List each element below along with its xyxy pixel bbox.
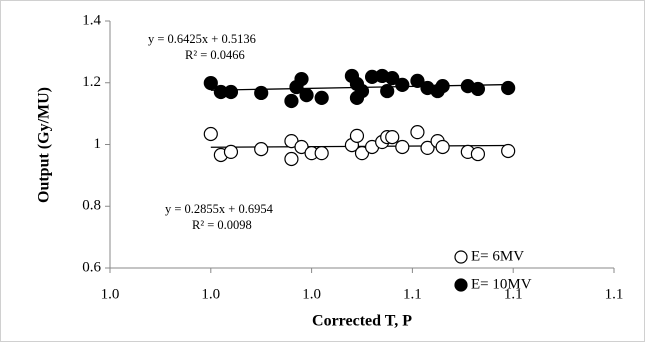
x-tick-label: 1.1 [504, 286, 523, 302]
trend-r2: R² = 0.0466 [185, 48, 245, 62]
x-tick-label: 1.0 [201, 286, 220, 302]
x-tick-label: 1.1 [403, 286, 422, 302]
legend-label: E= 6MV [471, 248, 524, 264]
y-tick-label: 0.8 [82, 198, 101, 214]
point [284, 93, 299, 109]
point [284, 151, 299, 167]
point [435, 139, 450, 155]
point [294, 139, 309, 155]
point [410, 73, 425, 88]
point [314, 90, 329, 105]
point [395, 77, 410, 93]
legend-marker [454, 250, 468, 264]
trend-equation: y = 0.2855x + 0.6954 [165, 202, 274, 216]
trend-equation: y = 0.6425x + 0.5136 [148, 32, 256, 46]
point [420, 140, 435, 155]
point [203, 75, 218, 91]
point [203, 126, 218, 142]
trend-r2: R² = 0.0098 [192, 218, 252, 232]
point [314, 146, 329, 161]
point [501, 80, 516, 96]
point [223, 84, 239, 100]
point [349, 128, 365, 143]
point [501, 143, 516, 159]
point [254, 142, 269, 157]
point [435, 79, 450, 94]
point [380, 83, 395, 99]
y-tick-label: 0.6 [82, 259, 101, 275]
point [395, 139, 410, 155]
x-tick-label: 1.0 [101, 286, 120, 302]
point [470, 81, 486, 97]
x-axis-title: Corrected T, P [312, 313, 412, 330]
y-tick-label: 1.4 [82, 12, 101, 28]
point [254, 85, 269, 101]
point [410, 125, 425, 140]
y-axis-title: Output (Gy/MU) [36, 87, 53, 203]
point [354, 83, 370, 99]
point [223, 144, 239, 160]
x-tick-label: 1.0 [302, 286, 321, 302]
y-tick-label: 1 [94, 136, 102, 152]
point [385, 129, 400, 145]
point [385, 71, 400, 86]
point [299, 87, 314, 103]
x-tick-label: 1.1 [605, 286, 624, 302]
point [354, 146, 370, 161]
legend-marker [454, 278, 468, 292]
legend-label: E= 10MV [471, 276, 532, 292]
y-tick-label: 1.2 [82, 74, 101, 90]
point [294, 71, 309, 87]
point [470, 146, 486, 162]
